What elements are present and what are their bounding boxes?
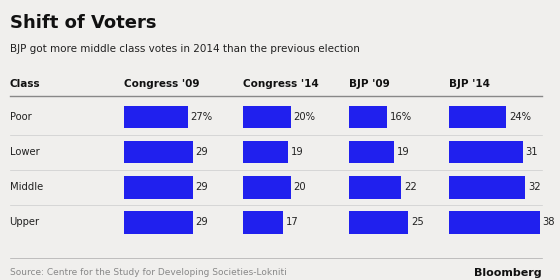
FancyBboxPatch shape — [124, 211, 193, 234]
Text: 20%: 20% — [293, 112, 315, 122]
Text: Lower: Lower — [10, 147, 39, 157]
FancyBboxPatch shape — [124, 106, 188, 128]
FancyBboxPatch shape — [124, 176, 193, 199]
Text: Shift of Voters: Shift of Voters — [10, 14, 156, 32]
FancyBboxPatch shape — [449, 211, 540, 234]
FancyBboxPatch shape — [349, 106, 387, 128]
Text: 19: 19 — [397, 147, 409, 157]
FancyBboxPatch shape — [349, 176, 401, 199]
Text: 31: 31 — [526, 147, 538, 157]
Text: 24%: 24% — [509, 112, 531, 122]
Text: 16%: 16% — [390, 112, 412, 122]
FancyBboxPatch shape — [449, 106, 506, 128]
FancyBboxPatch shape — [124, 141, 193, 164]
FancyBboxPatch shape — [449, 141, 523, 164]
Text: Congress '14: Congress '14 — [243, 80, 319, 89]
Text: Middle: Middle — [10, 182, 43, 192]
Text: 27%: 27% — [190, 112, 213, 122]
Text: BJP '09: BJP '09 — [349, 80, 390, 89]
Text: 19: 19 — [291, 147, 304, 157]
Text: 25: 25 — [411, 218, 424, 227]
FancyBboxPatch shape — [349, 211, 408, 234]
Text: BJP '14: BJP '14 — [449, 80, 491, 89]
Text: 29: 29 — [195, 218, 208, 227]
Text: 17: 17 — [286, 218, 299, 227]
Text: 20: 20 — [293, 182, 306, 192]
FancyBboxPatch shape — [243, 141, 288, 164]
Text: 29: 29 — [195, 182, 208, 192]
Text: 29: 29 — [195, 147, 208, 157]
Text: Upper: Upper — [10, 218, 40, 227]
FancyBboxPatch shape — [243, 106, 291, 128]
Text: Poor: Poor — [10, 112, 31, 122]
FancyBboxPatch shape — [243, 211, 283, 234]
FancyBboxPatch shape — [349, 141, 394, 164]
Text: 22: 22 — [404, 182, 417, 192]
Text: Class: Class — [10, 80, 40, 89]
FancyBboxPatch shape — [449, 176, 525, 199]
Text: Bloomberg: Bloomberg — [474, 268, 542, 277]
FancyBboxPatch shape — [243, 176, 291, 199]
Text: Congress '09: Congress '09 — [124, 80, 199, 89]
Text: 32: 32 — [528, 182, 541, 192]
Text: BJP got more middle class votes in 2014 than the previous election: BJP got more middle class votes in 2014 … — [10, 44, 360, 54]
Text: Source: Centre for the Study for Developing Societies-Lokniti: Source: Centre for the Study for Develop… — [10, 268, 286, 277]
Text: 38: 38 — [543, 218, 555, 227]
